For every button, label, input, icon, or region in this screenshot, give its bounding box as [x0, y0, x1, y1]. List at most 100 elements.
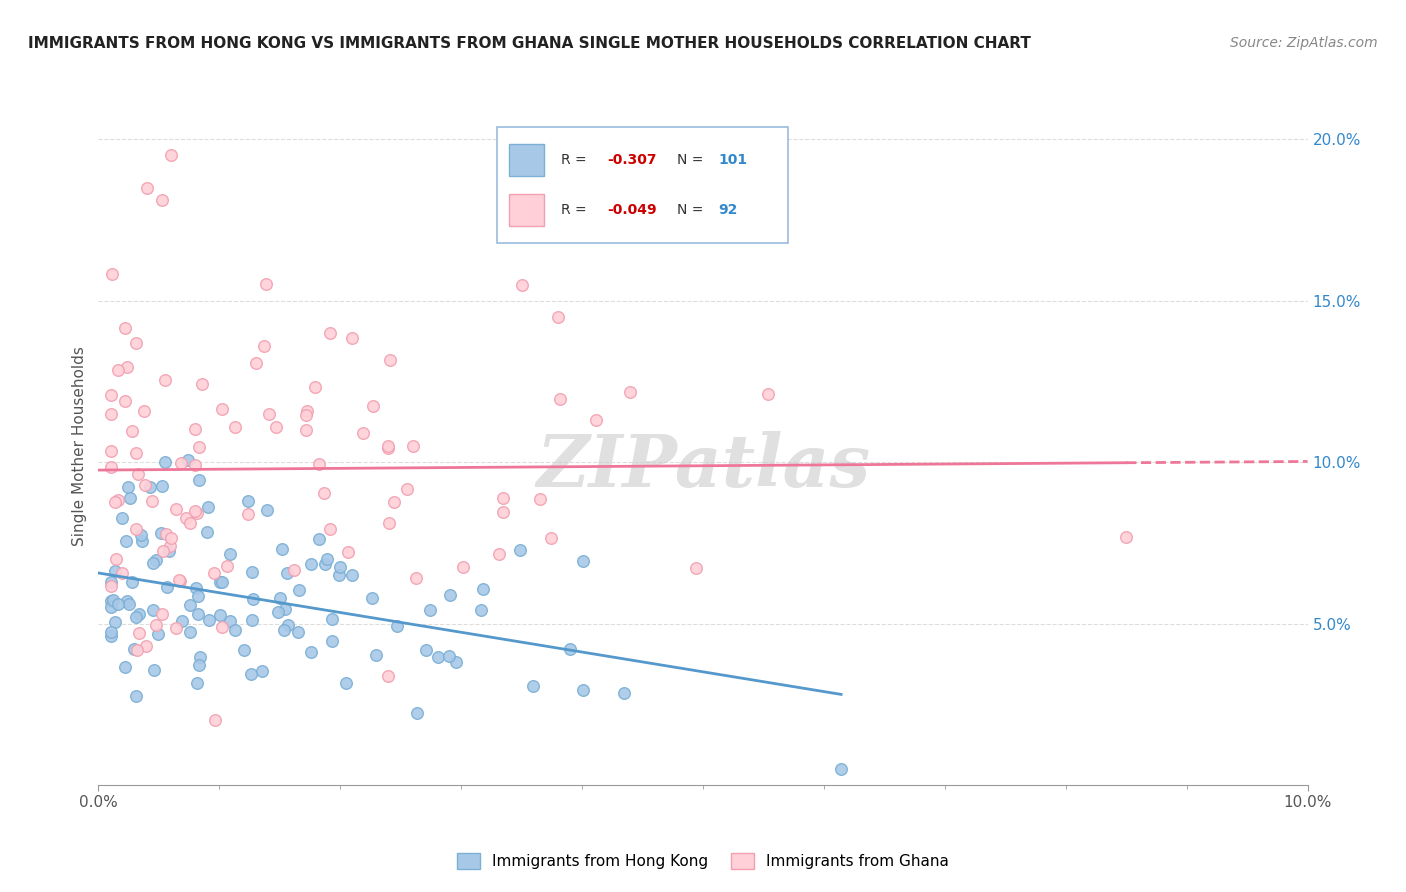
- Point: [197, 500, 219, 515]
- Point: [153, 455, 176, 469]
- Point: [572, 554, 595, 568]
- Point: [202, 566, 225, 580]
- Point: [156, 580, 179, 594]
- Point: [188, 650, 211, 665]
- Point: [115, 360, 138, 375]
- Point: [267, 605, 290, 619]
- Point: [115, 593, 138, 607]
- Point: [510, 277, 533, 292]
- Point: [184, 458, 207, 473]
- Point: [395, 483, 418, 497]
- Point: [361, 591, 384, 605]
- Point: [315, 551, 337, 566]
- Point: [242, 591, 264, 606]
- Point: [152, 543, 174, 558]
- Point: [179, 516, 201, 530]
- Point: [314, 486, 336, 500]
- Point: [215, 559, 238, 574]
- Point: [150, 607, 173, 621]
- Point: [184, 422, 207, 436]
- Point: [174, 511, 197, 525]
- Point: [114, 660, 136, 674]
- Point: [121, 425, 143, 439]
- Point: [274, 602, 297, 616]
- Point: [378, 516, 401, 531]
- Point: [314, 557, 336, 571]
- Point: [252, 664, 274, 678]
- Point: [209, 574, 232, 589]
- Point: [129, 528, 152, 542]
- Point: [169, 574, 191, 589]
- Point: [470, 603, 492, 617]
- Point: [295, 423, 318, 437]
- Point: [101, 593, 124, 607]
- Point: [402, 439, 425, 453]
- Point: [295, 404, 318, 418]
- Point: [107, 597, 129, 611]
- Point: [540, 531, 562, 545]
- Point: [124, 642, 146, 657]
- Point: [165, 502, 187, 516]
- Point: [145, 617, 167, 632]
- Point: [335, 675, 357, 690]
- Point: [153, 373, 176, 387]
- Point: [170, 456, 193, 470]
- Point: [195, 524, 218, 539]
- Point: [236, 493, 259, 508]
- Point: [1115, 530, 1137, 544]
- Point: [146, 627, 169, 641]
- Point: [111, 510, 134, 524]
- Point: [184, 581, 207, 595]
- Point: [101, 268, 124, 282]
- Point: [270, 541, 292, 556]
- Point: [572, 683, 595, 698]
- Point: [472, 582, 495, 596]
- Point: [219, 614, 242, 628]
- Point: [492, 505, 515, 519]
- Point: [209, 608, 232, 623]
- Point: [685, 561, 707, 575]
- Point: [385, 619, 408, 633]
- Point: [758, 387, 780, 401]
- Point: [125, 336, 148, 351]
- Point: [548, 392, 571, 406]
- Point: [100, 629, 122, 643]
- Point: [128, 626, 150, 640]
- Point: [187, 440, 209, 454]
- Point: [288, 583, 311, 598]
- Point: [319, 326, 342, 340]
- Point: [277, 618, 299, 632]
- Point: [269, 591, 291, 605]
- Point: [295, 408, 318, 422]
- Point: [419, 602, 441, 616]
- Point: [405, 706, 427, 721]
- Point: [319, 523, 342, 537]
- Point: [308, 532, 330, 546]
- Point: [560, 642, 582, 657]
- Point: [132, 404, 155, 418]
- Point: [100, 624, 122, 639]
- Point: [114, 533, 136, 548]
- Point: [165, 621, 187, 635]
- Point: [125, 609, 148, 624]
- Point: [127, 467, 149, 481]
- Point: [236, 508, 259, 522]
- Point: [451, 559, 474, 574]
- Point: [353, 425, 375, 440]
- Point: [287, 624, 309, 639]
- Point: [240, 566, 263, 580]
- Point: [150, 479, 173, 493]
- Point: [125, 522, 148, 536]
- Point: [304, 380, 326, 394]
- Point: [114, 320, 136, 334]
- Text: Source: ZipAtlas.com: Source: ZipAtlas.com: [1230, 36, 1378, 50]
- Point: [114, 393, 136, 408]
- Point: [488, 547, 510, 561]
- Point: [150, 194, 173, 208]
- Point: [172, 615, 194, 629]
- Point: [100, 575, 122, 590]
- Point: [211, 575, 233, 590]
- Point: [121, 575, 143, 590]
- Point: [104, 494, 127, 508]
- Point: [142, 603, 165, 617]
